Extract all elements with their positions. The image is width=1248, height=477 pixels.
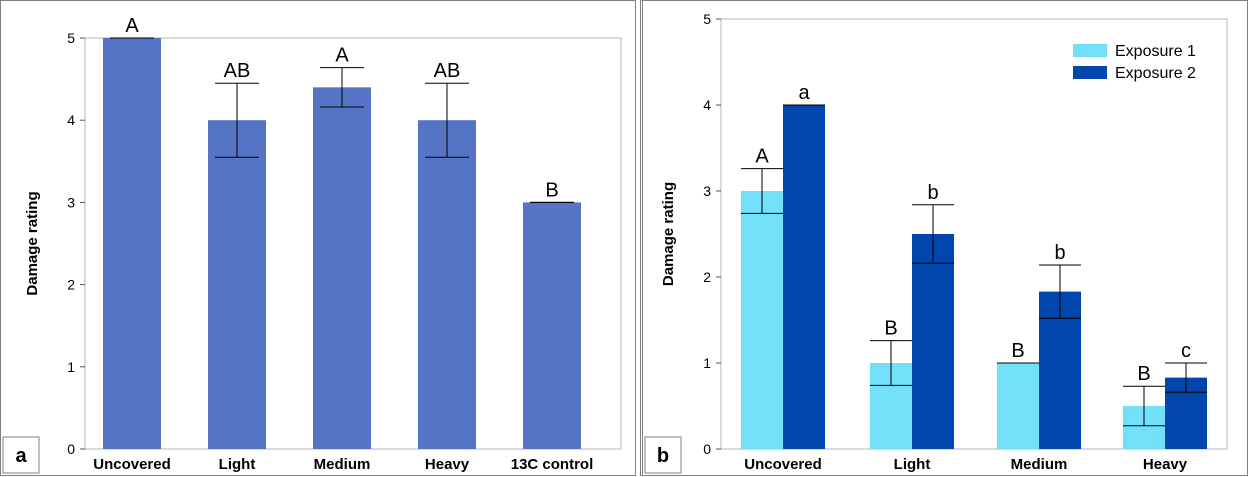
chart-a-x-category-label: Light [219, 456, 256, 473]
chart-a-bar-heavy [418, 120, 476, 449]
chart-b-legend-swatch [1073, 66, 1107, 79]
chart-a-y-tick-label: 4 [67, 112, 75, 128]
chart-b-x-category-label: Uncovered [744, 456, 822, 473]
chart-a-y-tick-label: 5 [67, 30, 75, 46]
chart-b-y-axis-title: Damage rating [660, 182, 677, 286]
chart-a-y-tick-label: 1 [67, 359, 75, 375]
chart-a-svg: 0 1 2 3 4 5 Damage rating A Uncovered AB Light A Med… [2, 15, 622, 474]
chart-b-y-tick-label: 2 [703, 269, 711, 285]
chart-b-y-tick-label: 0 [703, 441, 711, 457]
chart-b-plot-frame [720, 18, 1228, 450]
chart-b-significance-label: b [927, 182, 938, 204]
chart-b-significance-label: B [1137, 363, 1150, 385]
chart-a-x-category-label: Medium [314, 456, 371, 473]
chart-b-x-category-label: Medium [1011, 456, 1068, 473]
chart-b-bar-medium-s1 [997, 363, 1039, 449]
chart-a-y-tick-label: 3 [67, 194, 75, 210]
chart-b-bar-uncovered-s2 [783, 105, 825, 449]
chart-b-y-tick-label: 4 [703, 97, 711, 113]
chart-a-significance-label: A [125, 15, 139, 37]
chart-b-bar-light-s2 [912, 234, 954, 449]
chart-b-x-category-label: Light [894, 456, 931, 473]
chart-b-x-category-label: Heavy [1143, 456, 1188, 473]
chart-b-significance-label: A [755, 146, 769, 168]
chart-a-y-tick-label: 2 [67, 277, 75, 293]
chart-b-svg: 0 1 2 3 4 5 Damage rating Aa Uncovered Bb Light Bb M… [644, 11, 1228, 474]
chart-b-significance-label: c [1181, 340, 1191, 362]
chart-a-panel-letter: a [15, 445, 27, 467]
chart-b-y-tick-label: 3 [703, 183, 711, 199]
chart-b-legend-label: Exposure 2 [1115, 65, 1196, 82]
chart-b-legend-label: Exposure 1 [1115, 43, 1196, 60]
chart-a-panel-letter-box [2, 436, 40, 474]
chart-a-significance-label: AB [434, 60, 461, 82]
chart-a-y-axis-title: Damage rating [24, 191, 41, 295]
chart-a-bar-light [208, 120, 266, 449]
chart-a-significance-label: A [335, 45, 349, 67]
chart-a-bar-uncovered [103, 38, 161, 449]
chart-b-significance-label: B [884, 318, 897, 340]
chart-a-x-category-label: Heavy [425, 456, 470, 473]
chart-b-bar-uncovered-s1 [741, 191, 783, 449]
chart-b-y-tick-label: 1 [703, 355, 711, 371]
chart-b-significance-label: B [1011, 340, 1024, 362]
chart-b-significance-label: b [1054, 242, 1065, 264]
chart-b-panel-letter-box [644, 436, 682, 474]
chart-a-bar-13c-control [523, 202, 581, 449]
chart-a-x-category-label: 13C control [511, 456, 594, 473]
chart-a-x-category-label: Uncovered [93, 456, 171, 473]
chart-b-panel-letter: b [657, 445, 669, 467]
chart-b-y-tick-label: 5 [703, 11, 711, 27]
chart-panel-a: 0 1 2 3 4 5 Damage rating A Uncovered AB Light A Med… [0, 0, 636, 476]
chart-a-significance-label: AB [224, 60, 251, 82]
chart-a-y-tick-label: 0 [67, 441, 75, 457]
chart-a-bar-medium [313, 87, 371, 449]
chart-b-legend-swatch [1073, 44, 1107, 57]
chart-a-significance-label: B [545, 179, 558, 201]
chart-b-significance-label: a [798, 82, 810, 104]
